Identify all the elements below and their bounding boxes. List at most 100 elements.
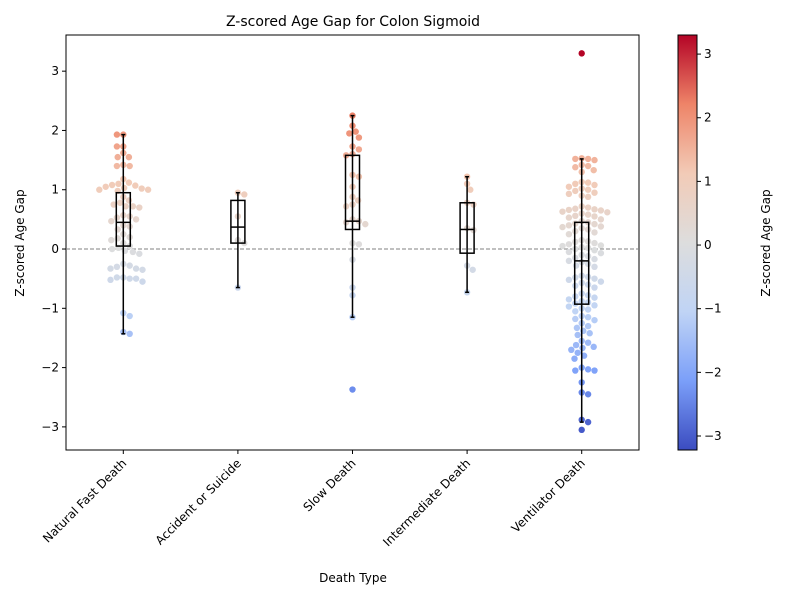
data-point [580,352,588,359]
data-point [132,275,140,282]
data-point [108,245,116,253]
colorbar-tick-label: 0 [704,238,712,252]
data-point [114,153,121,161]
data-point [126,312,133,320]
data-point [584,193,592,201]
data-point [584,186,592,193]
data-point [565,231,573,238]
data-point [129,248,137,256]
data-point [572,212,579,220]
data-point [572,155,579,163]
data-point [572,180,579,188]
data-point [584,391,592,398]
data-point [591,156,598,164]
data-point [572,308,579,315]
data-point [115,180,122,188]
data-point [139,278,146,285]
data-point [597,242,605,249]
box [344,154,361,231]
data-point [144,186,152,193]
x-tick-label: Slow Death [300,456,358,514]
x-tick-label: Intermediate Death [380,456,473,549]
data-point [125,179,133,186]
data-point [102,183,109,190]
colorbar-tick-label: −2 [704,365,722,379]
y-axis-label: Z-scored Age Gap [13,189,27,296]
data-point [565,183,573,190]
data-point [559,223,566,231]
data-point [114,226,121,233]
data-point [591,302,598,309]
data-point [597,216,605,223]
data-point [352,128,359,135]
data-point [125,153,133,161]
data-point [572,315,579,323]
data-point [584,314,592,321]
data-point [241,191,248,198]
data-point [591,316,598,324]
data-point [574,349,581,356]
data-point [559,208,566,215]
data-point [584,204,592,211]
data-point [591,367,598,374]
data-point [591,263,598,271]
data-point [559,242,566,250]
data-point [604,209,611,216]
y-tick-label: −3 [41,420,59,434]
data-point [597,278,605,285]
data-point [107,276,114,284]
data-point [138,185,145,192]
data-point [129,203,137,210]
data-point [586,330,593,337]
data-point [578,50,585,57]
data-point [467,186,474,193]
data-point [597,207,605,214]
data-point [591,284,598,291]
x-tick-label: Accident or Suicide [153,456,244,547]
data-point [591,220,598,228]
data-point [565,248,573,256]
data-point [132,216,140,223]
data-point [136,204,143,211]
y-tick-label: −2 [41,361,59,375]
data-point [572,341,580,349]
data-point [113,274,121,281]
y-tick-label: 0 [51,242,59,256]
data-point [113,263,121,271]
colorbar-tick-label: 1 [704,174,712,188]
data-point [362,220,369,228]
x-tick-label: Natural Fast Death [40,456,129,545]
data-point [571,355,578,362]
data-point [591,206,598,213]
data-point [590,166,597,174]
data-point [113,131,121,138]
data-point [584,211,592,218]
data-point [126,162,133,170]
y-tick-label: 2 [51,123,59,137]
colorbar-tick-label: 2 [704,111,712,125]
data-point [591,275,598,282]
colorbar-tick-label: 3 [704,47,712,61]
data-point [591,229,598,236]
data-point [574,331,581,339]
data-point [136,250,143,257]
data-point [591,294,598,301]
data-point [572,262,580,269]
data-point [113,162,121,170]
data-point [578,426,585,434]
data-point [355,146,363,153]
y-tick-label: 1 [51,183,59,197]
chart-title: Z-scored Age Gap for Colon Sigmoid [226,14,480,30]
colorbar-label: Z-scored Age Gap [759,189,773,296]
data-point [591,255,598,263]
data-point [584,155,592,163]
data-point [126,262,133,269]
data-point [565,303,573,310]
data-point [572,367,579,374]
data-point [113,143,121,150]
data-point [584,162,592,170]
data-point [132,182,139,189]
data-point [584,179,592,186]
data-point [139,266,146,273]
